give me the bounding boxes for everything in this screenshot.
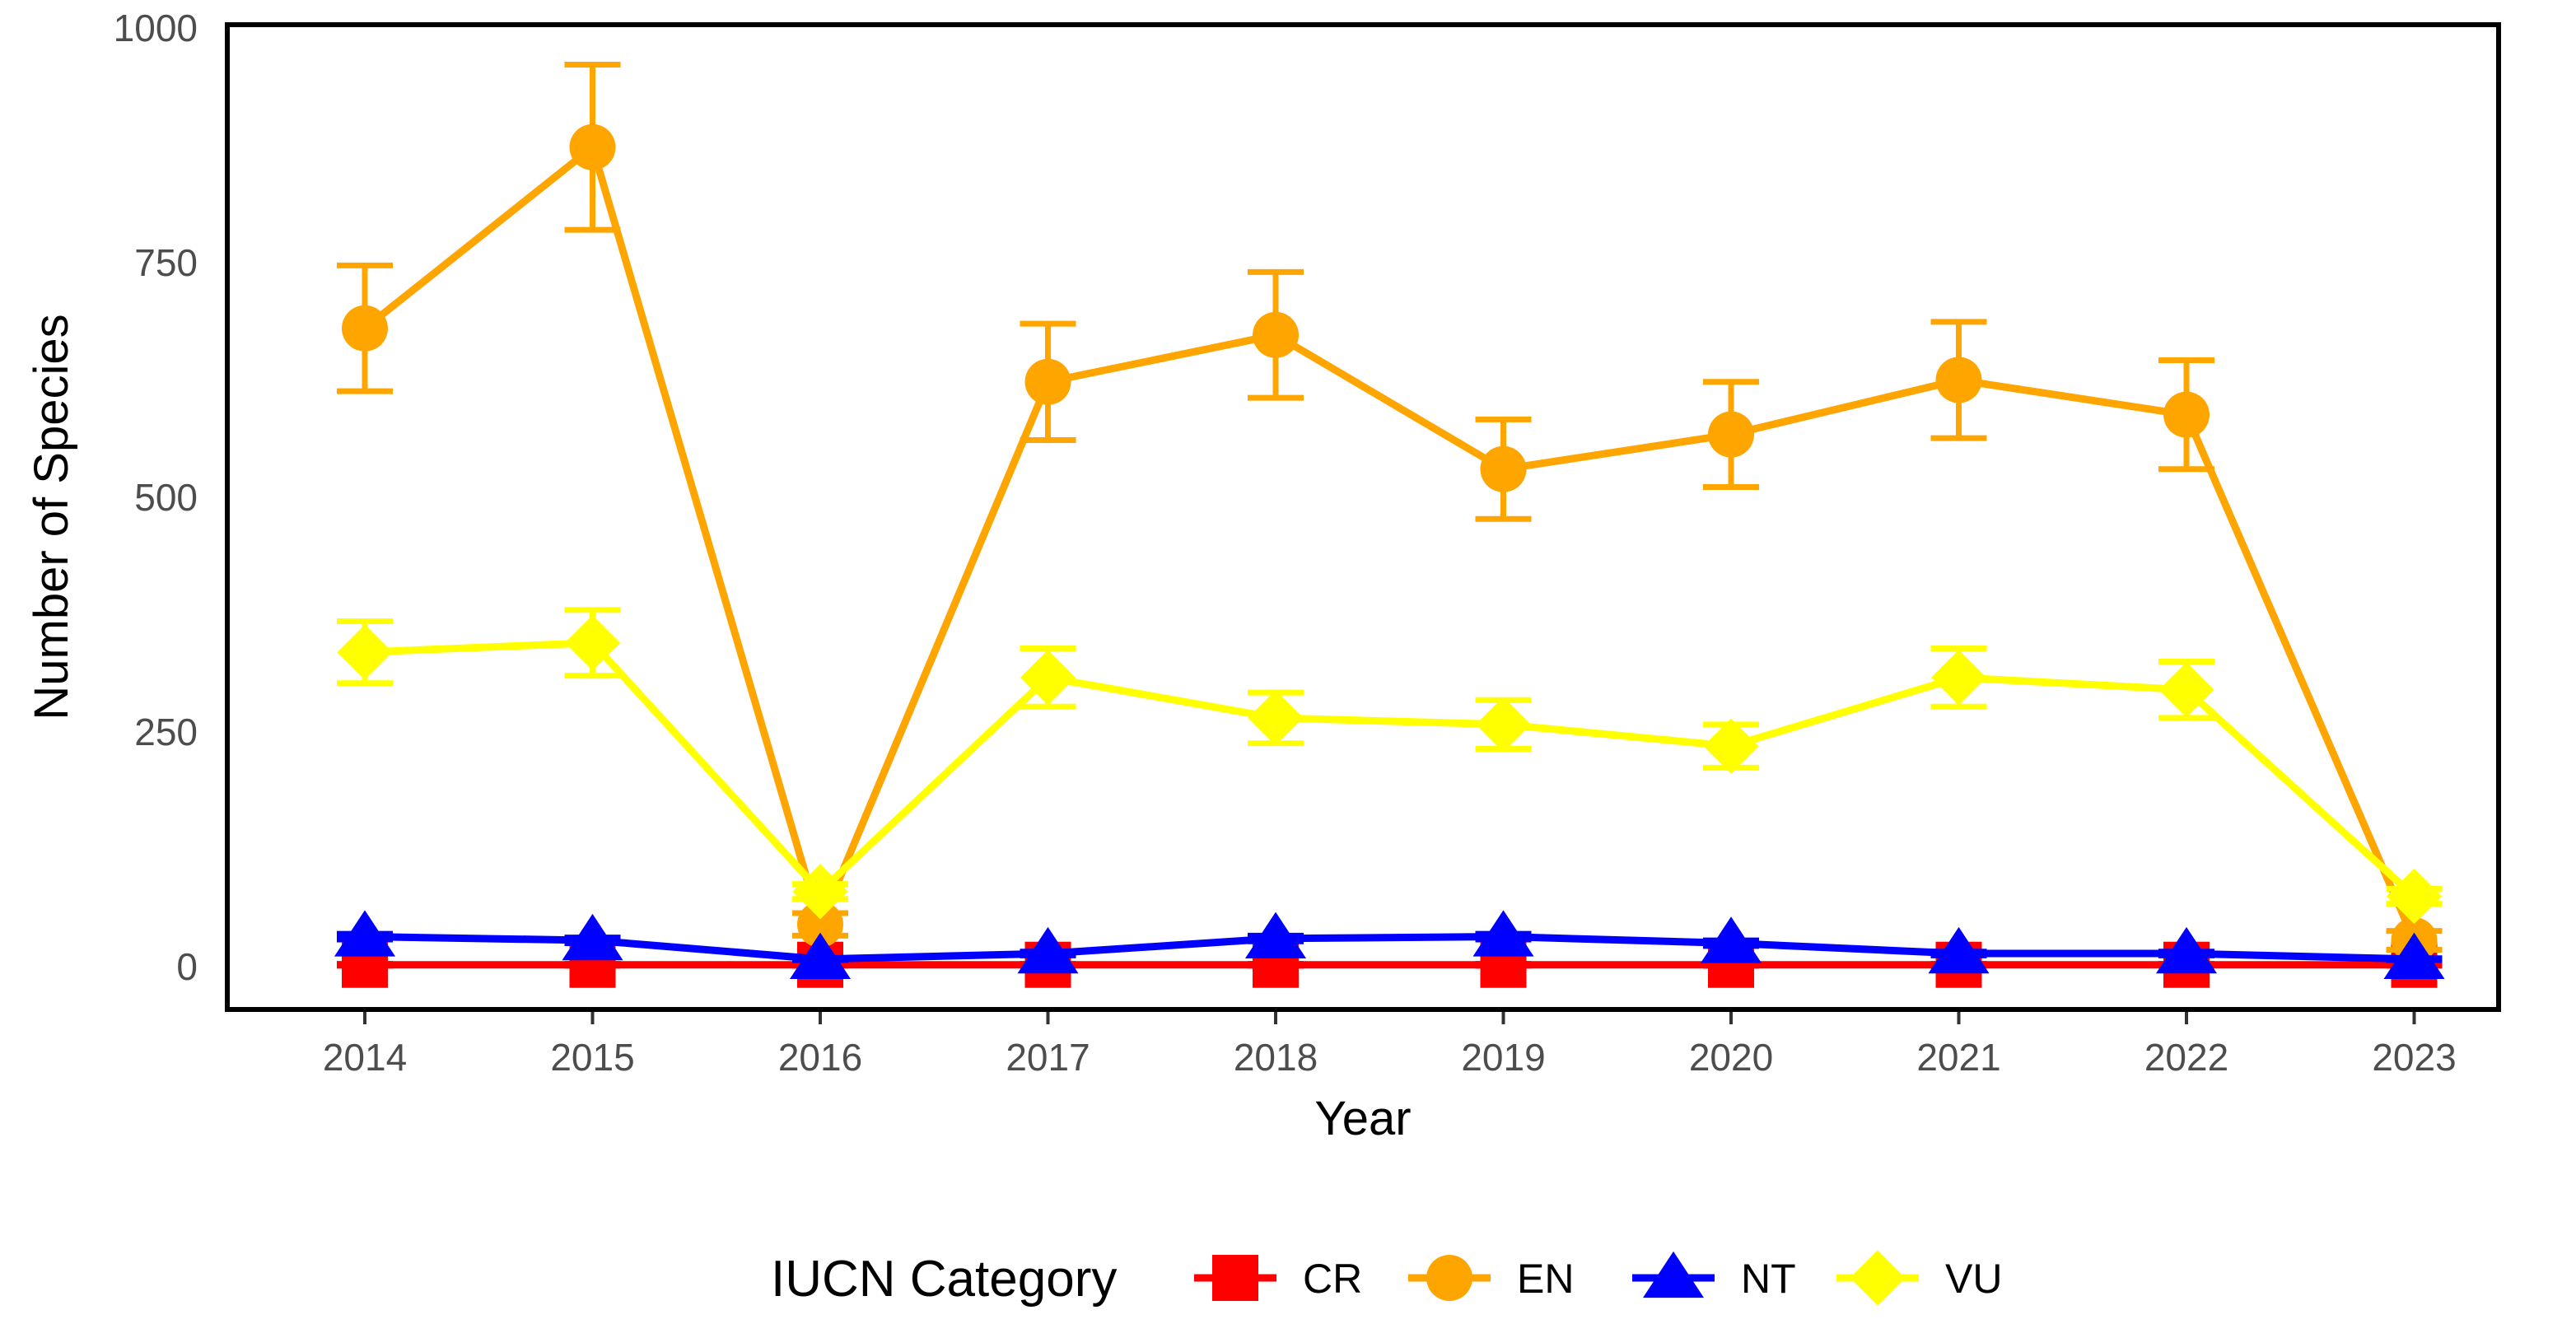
data-point [2163, 391, 2210, 438]
series-line [362, 143, 2418, 942]
y-tick-label: 250 [134, 711, 198, 753]
data-point [1244, 911, 1307, 958]
data-point [1703, 718, 1759, 774]
x-tick-label: 2014 [323, 1036, 407, 1079]
data-point [1248, 690, 1304, 746]
x-tick-label: 2020 [1689, 1036, 1773, 1079]
data-point [2383, 932, 2445, 980]
data-point [1928, 926, 1990, 974]
series-en [337, 61, 2443, 964]
y-tick-label: 0 [176, 945, 198, 988]
data-point [2386, 868, 2443, 925]
data-point [1708, 411, 1754, 458]
y-axis-ticks: 0 250 500 750 1000 [114, 7, 198, 988]
y-axis-title: Number of Species [25, 314, 78, 720]
data-point [569, 124, 616, 170]
x-tick-label: 2018 [1234, 1036, 1318, 1079]
series-line [364, 933, 2415, 963]
data-point [1930, 650, 1987, 706]
data-point [2155, 926, 2218, 974]
legend-title: IUCN Category [771, 1251, 1117, 1308]
data-point [1024, 358, 1071, 405]
series-layer [334, 61, 2445, 988]
series-line [364, 639, 2417, 899]
legend-label-vu: VU [1945, 1256, 2002, 1302]
data-point [789, 932, 852, 980]
data-point [1472, 910, 1534, 957]
legend-key-en [1408, 1255, 1491, 1301]
series-vu [337, 607, 2443, 925]
data-point [562, 913, 623, 961]
data-point [334, 910, 396, 957]
data-point [342, 305, 388, 352]
y-tick-label: 1000 [114, 7, 198, 49]
data-point [1480, 445, 1527, 492]
legend-key-vu [1836, 1250, 1919, 1306]
legend-key-nt [1632, 1251, 1715, 1298]
legend-label-cr: CR [1303, 1256, 1362, 1302]
data-point [1253, 311, 1299, 358]
y-tick-label: 750 [134, 241, 198, 284]
legend-key-marker [1850, 1250, 1906, 1306]
legend-key-cr [1194, 1255, 1276, 1301]
x-tick-label: 2017 [1006, 1036, 1090, 1079]
y-tick-label: 500 [134, 476, 198, 519]
x-axis-title: Year [1314, 1092, 1411, 1145]
x-tick-label: 2015 [550, 1036, 634, 1079]
x-tick-label: 2023 [2372, 1036, 2456, 1079]
x-tick-label: 2021 [1916, 1036, 2000, 1079]
legend: IUCN Category CR EN NT VU [771, 1250, 2002, 1308]
x-tick-label: 2019 [1461, 1036, 1545, 1079]
legend-key-marker [1426, 1255, 1472, 1301]
plot-panel-border [225, 22, 2501, 1012]
data-point [1935, 357, 1982, 403]
legend-key-marker [1642, 1251, 1705, 1298]
data-point [1020, 650, 1076, 706]
x-axis-ticks: 2014 2015 2016 2017 2018 2019 2020 2021 2022 2023 [323, 1012, 2457, 1079]
data-point [1700, 916, 1762, 963]
x-tick-label: 2022 [2144, 1036, 2228, 1079]
data-point [1017, 926, 1079, 974]
data-point [792, 864, 848, 920]
legend-key-marker [1212, 1255, 1258, 1301]
series-nt [334, 910, 2445, 980]
x-tick-label: 2016 [778, 1036, 862, 1079]
data-point [1475, 697, 1532, 753]
data-point [337, 624, 393, 680]
data-point [564, 615, 621, 671]
legend-label-en: EN [1517, 1256, 1574, 1302]
data-point [797, 901, 843, 948]
legend-label-nt: NT [1741, 1256, 1796, 1302]
data-point [2158, 662, 2214, 718]
